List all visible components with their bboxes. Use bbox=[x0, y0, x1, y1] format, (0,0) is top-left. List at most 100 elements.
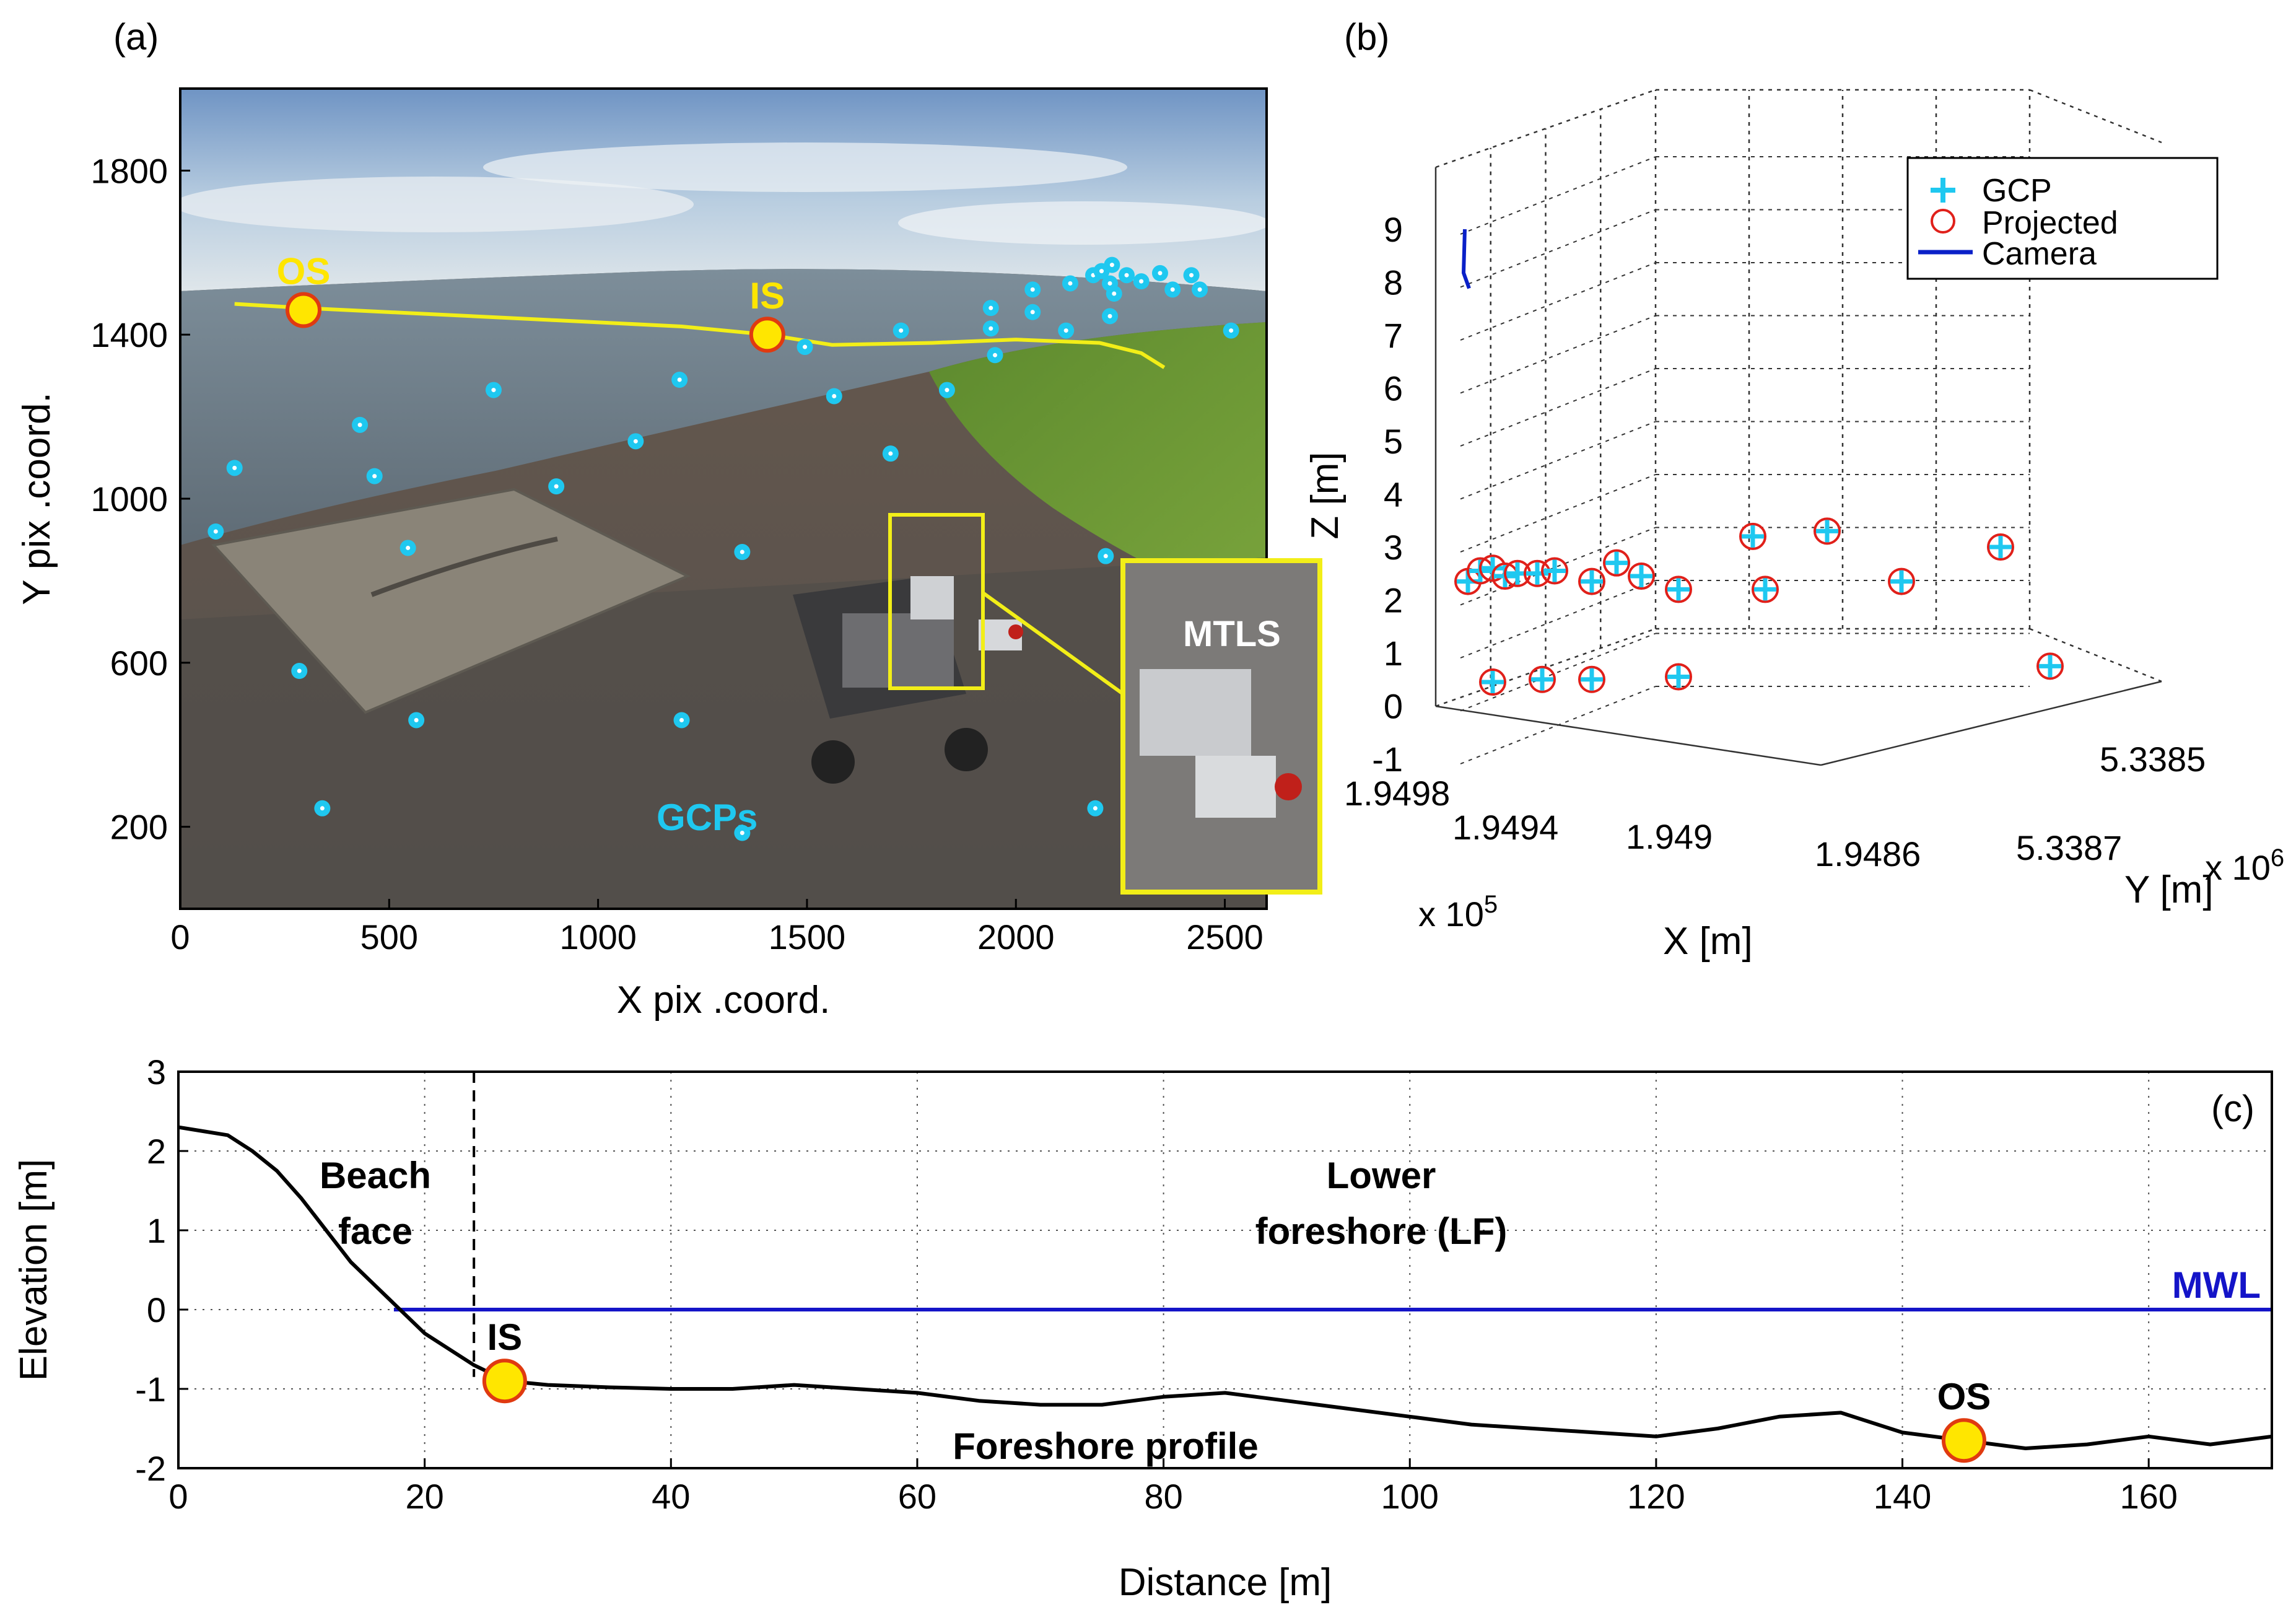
gcp-point-center bbox=[989, 305, 993, 310]
projected-point bbox=[2036, 652, 2064, 680]
gcp-point-center bbox=[554, 484, 559, 489]
x-tick-label: 1500 bbox=[769, 917, 846, 956]
x-tick-label: 100 bbox=[1381, 1477, 1439, 1516]
gcp-point-center bbox=[888, 451, 893, 456]
legend-projected-icon bbox=[1931, 209, 1955, 234]
gcp-point-center bbox=[1229, 328, 1234, 333]
gcp-point-center bbox=[1189, 273, 1194, 278]
sensor-label: OS bbox=[277, 250, 331, 292]
projected-point bbox=[1603, 549, 1630, 577]
panel-c-plot-area bbox=[178, 1072, 2272, 1468]
z-grid-line bbox=[1460, 156, 1656, 235]
top-edge bbox=[1435, 89, 1656, 169]
gcp-point-center bbox=[1093, 806, 1098, 811]
y-tick-label: 0 bbox=[147, 1290, 166, 1329]
y-tick-label: 1400 bbox=[90, 315, 168, 354]
projected-point bbox=[1665, 576, 1692, 603]
sensor-marker bbox=[1941, 1418, 1986, 1463]
panel-a-label: (a) bbox=[113, 16, 159, 58]
x-tick-label: 160 bbox=[2119, 1477, 2177, 1516]
panel-a-axes: 0 500 1000 1500 2000 2500 200600100014001800 … bbox=[15, 151, 1264, 1022]
gcp-point-center bbox=[414, 717, 419, 722]
mwl-label: MWL bbox=[2172, 1264, 2261, 1306]
panel-c-x-ticks: 0 20 40 60 80 100 120 140 160 bbox=[168, 1458, 2178, 1516]
x-tick-label: 60 bbox=[898, 1477, 936, 1516]
y-tick-label: 1000 bbox=[90, 479, 168, 519]
x-tick-label: 0 bbox=[170, 917, 190, 956]
y-tick-label: 5.3387 bbox=[2016, 828, 2122, 867]
gcp-point-center bbox=[320, 806, 325, 811]
z-tick-label: 9 bbox=[1384, 210, 1403, 249]
lower-foreshore-label-1: Lower bbox=[1327, 1155, 1436, 1196]
x-tick-label: 40 bbox=[652, 1477, 690, 1516]
gcp-point-center bbox=[679, 717, 684, 722]
panel-c-sensors: IS OS bbox=[482, 1316, 1991, 1463]
gcp-point-center bbox=[297, 668, 302, 673]
panel-b-xlabel: X [m] bbox=[1663, 920, 1753, 963]
z-grid-line bbox=[1460, 421, 1656, 500]
gcp-point-center bbox=[740, 831, 744, 836]
floor-edge bbox=[1820, 680, 2162, 766]
mtls-highlight-box bbox=[888, 513, 985, 690]
y-tick-label: 2 bbox=[147, 1132, 166, 1171]
floor-edge bbox=[2029, 628, 2162, 683]
gcp-point-center bbox=[491, 388, 496, 393]
gcp-point-center bbox=[1107, 313, 1112, 318]
z-tick-label: 0 bbox=[1384, 687, 1403, 726]
z-grid-dummy bbox=[1436, 681, 1656, 759]
x-tick-label: 1.949 bbox=[1626, 817, 1713, 856]
mtls-label: MTLS bbox=[1183, 614, 1281, 654]
projected-point bbox=[1739, 522, 1766, 550]
x-multiplier: x 105 bbox=[1418, 891, 1498, 934]
legend-projected-label: Projected bbox=[1982, 205, 2118, 241]
gcp-point-center bbox=[213, 529, 218, 534]
projected-point bbox=[1541, 557, 1568, 585]
y-tick-label: 600 bbox=[110, 644, 168, 683]
y-tick-label: -1 bbox=[135, 1370, 166, 1409]
legend-camera-label: Camera bbox=[1982, 236, 2097, 272]
panel-c-label: (c) bbox=[2211, 1088, 2255, 1129]
gcp-point-center bbox=[1124, 273, 1129, 278]
panel-a-ylabel: Y pix .coord. bbox=[15, 392, 58, 605]
projected-point bbox=[1628, 562, 1655, 590]
gcp-point-center bbox=[1109, 263, 1114, 268]
panel-b-x-ticks: 1.9498 1.9494 1.949 1.9486 bbox=[1344, 774, 1921, 873]
mtls-inset: MTLS bbox=[1120, 558, 1322, 895]
y-tick-label: 5.3385 bbox=[2100, 740, 2206, 779]
panel-b-legend: GCP Projected Camera bbox=[1906, 157, 2219, 280]
z-grid-dummy bbox=[1436, 258, 1656, 335]
projected-point bbox=[1752, 576, 1779, 603]
z-grid-line bbox=[1460, 262, 1656, 341]
z-tick-label: 5 bbox=[1384, 422, 1403, 461]
projected-point bbox=[1524, 559, 1551, 587]
gcp-point-center bbox=[1170, 287, 1175, 292]
x-tick-label: 80 bbox=[1144, 1477, 1182, 1516]
gcp-point-center bbox=[1112, 291, 1117, 296]
projected-point bbox=[1987, 533, 2014, 561]
projected-point bbox=[1529, 665, 1556, 693]
x-tick-label: 2000 bbox=[977, 917, 1055, 956]
foreshore-profile-line bbox=[178, 1125, 2272, 1450]
x-tick-label: 140 bbox=[1874, 1477, 1931, 1516]
panel-b: (b) -1 0 1 2 3 4 5 6 7 8 9 Z [m] 1.9498 1.9494 1.9… bbox=[1304, 16, 2284, 963]
x-tick-label: 500 bbox=[360, 917, 418, 956]
panel-c-y-ticks: -2 -1 0 1 2 3 bbox=[135, 1053, 188, 1488]
x-tick-label: 0 bbox=[168, 1477, 188, 1516]
gcp-point-center bbox=[372, 474, 377, 479]
sensor-label: OS bbox=[1937, 1376, 1991, 1417]
gcp-point-center bbox=[993, 352, 997, 357]
z-grid-dummy bbox=[1436, 364, 1656, 441]
gcp-point-center bbox=[1103, 554, 1108, 559]
y-tick-label: 1800 bbox=[90, 151, 168, 190]
projected-point bbox=[1578, 567, 1605, 595]
gcp-point-center bbox=[945, 388, 949, 393]
panel-a-overlay: OS IS bbox=[207, 250, 1239, 841]
gcp-point-center bbox=[989, 326, 993, 331]
sensor-marker bbox=[749, 317, 785, 353]
gcp-point-center bbox=[1030, 287, 1035, 292]
panel-c: 0 20 40 60 80 100 120 140 160 -2 -1 0 1 2 3 IS OS Beac… bbox=[12, 1053, 2273, 1604]
panel-c-xlabel: Distance [m] bbox=[1119, 1561, 1332, 1604]
gcp-point-center bbox=[899, 328, 904, 333]
z-tick-label: 2 bbox=[1384, 581, 1403, 620]
